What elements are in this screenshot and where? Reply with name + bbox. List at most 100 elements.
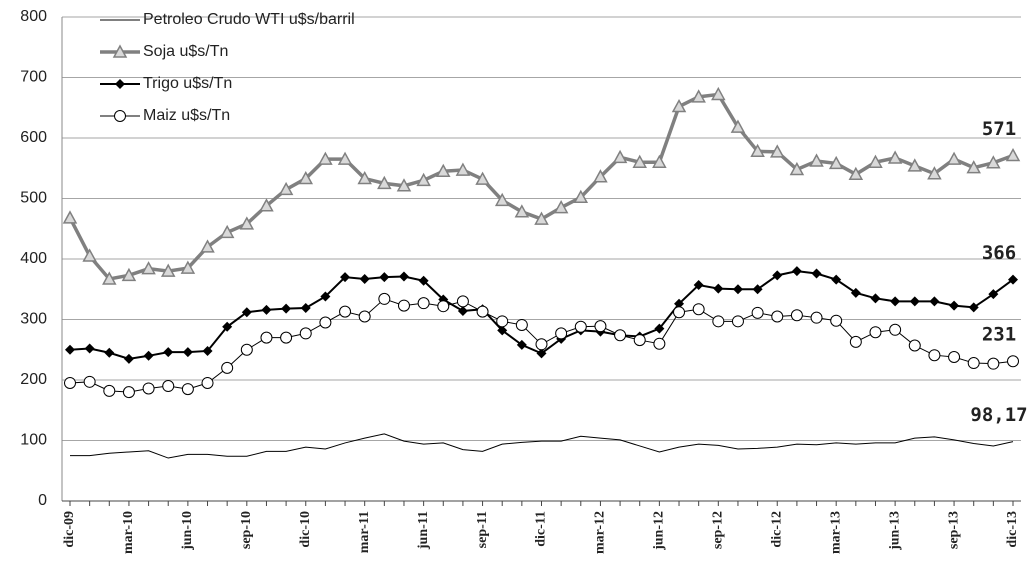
x-tick-label: dic-10 xyxy=(298,511,313,548)
legend-entry: Maiz u$s/Tn xyxy=(100,107,230,124)
point xyxy=(752,284,763,295)
point xyxy=(141,261,156,275)
point xyxy=(337,151,353,165)
point xyxy=(496,315,509,328)
legend-marker xyxy=(112,44,128,58)
x-tick-label: dic-09 xyxy=(62,511,77,548)
point xyxy=(377,175,392,190)
point xyxy=(946,151,962,165)
point xyxy=(300,303,311,314)
point xyxy=(692,303,705,316)
point xyxy=(712,315,725,328)
series-line xyxy=(70,433,1014,459)
point xyxy=(259,198,274,212)
point xyxy=(299,327,312,340)
x-tick-label: sep-11 xyxy=(475,511,490,548)
point xyxy=(908,339,921,352)
legend-entry: Petroleo Crudo WTI u$s/barril xyxy=(100,11,355,28)
point xyxy=(534,211,549,225)
point xyxy=(987,357,1000,370)
y-tick-label: 300 xyxy=(20,311,47,328)
point xyxy=(359,273,370,284)
value-label: 231 xyxy=(982,324,1016,346)
point xyxy=(967,357,980,370)
point xyxy=(751,306,764,319)
point xyxy=(536,348,547,359)
x-tick-label: dic-11 xyxy=(534,511,549,547)
point xyxy=(868,154,883,168)
legend-marker xyxy=(115,79,125,89)
point xyxy=(850,287,861,298)
value-label: 366 xyxy=(982,242,1016,264)
point xyxy=(849,335,862,348)
series xyxy=(65,266,1018,364)
point xyxy=(456,295,469,308)
y-tick-label: 400 xyxy=(20,250,47,267)
x-tick-label: jun-13 xyxy=(887,511,902,551)
point xyxy=(358,310,371,323)
point xyxy=(769,144,785,158)
point xyxy=(653,337,666,350)
point xyxy=(200,239,215,253)
y-tick-label: 100 xyxy=(20,432,47,449)
point xyxy=(593,169,608,183)
point xyxy=(693,280,704,291)
value-label: 98,17 xyxy=(970,404,1027,426)
legend-label: Soja u$s/Tn xyxy=(143,43,228,60)
point xyxy=(180,260,196,274)
point xyxy=(632,154,647,168)
point xyxy=(260,331,273,344)
y-tick-label: 800 xyxy=(20,8,47,25)
point xyxy=(102,271,117,285)
point xyxy=(397,299,410,312)
point xyxy=(516,339,527,350)
legend-entry: Trigo u$s/Tn xyxy=(100,75,232,92)
point xyxy=(730,119,746,133)
point xyxy=(535,338,548,351)
point xyxy=(62,210,78,224)
point xyxy=(652,154,667,168)
point xyxy=(123,353,134,364)
point xyxy=(948,351,961,364)
point xyxy=(986,155,1001,169)
point xyxy=(809,153,824,167)
point xyxy=(614,329,627,342)
point xyxy=(553,200,569,214)
point xyxy=(222,321,233,332)
legend-entry: Soja u$s/Tn xyxy=(100,43,228,60)
point xyxy=(239,216,255,230)
point xyxy=(927,166,942,180)
point xyxy=(437,300,450,313)
point xyxy=(182,347,193,358)
point xyxy=(417,297,430,310)
point xyxy=(160,263,176,277)
point xyxy=(340,272,351,283)
point xyxy=(1007,355,1019,368)
point xyxy=(318,151,333,165)
point xyxy=(711,86,726,101)
x-tick-label: dic-12 xyxy=(769,511,784,548)
point xyxy=(831,274,842,285)
point xyxy=(476,305,489,318)
point xyxy=(514,204,530,218)
point xyxy=(181,383,194,396)
point xyxy=(771,310,784,323)
point xyxy=(142,382,155,395)
point xyxy=(928,349,941,362)
x-tick-label: mar-12 xyxy=(593,511,608,554)
series xyxy=(64,292,1019,399)
legend-label: Maiz u$s/Tn xyxy=(143,107,230,124)
point xyxy=(966,160,981,174)
point xyxy=(494,192,510,207)
value-label: 571 xyxy=(982,118,1016,140)
point xyxy=(339,305,352,318)
point xyxy=(219,224,235,239)
point xyxy=(378,292,391,305)
point xyxy=(790,309,803,322)
point xyxy=(555,327,568,340)
x-tick-label: sep-13 xyxy=(946,511,961,549)
point xyxy=(1008,274,1018,285)
point xyxy=(869,326,882,339)
x-tick-label: dic-13 xyxy=(1005,511,1020,548)
x-tick-label: mar-11 xyxy=(357,511,372,553)
